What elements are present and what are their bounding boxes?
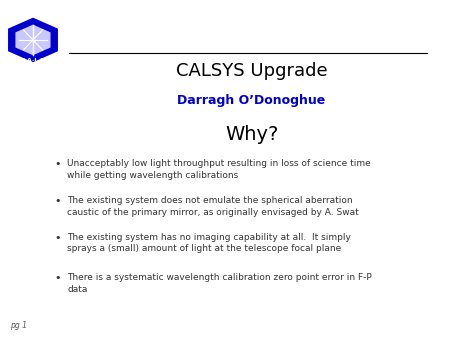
Polygon shape	[15, 24, 51, 56]
Text: •: •	[54, 233, 61, 243]
Text: Why?: Why?	[225, 125, 278, 144]
Text: •: •	[54, 159, 61, 169]
Text: •: •	[54, 273, 61, 283]
Polygon shape	[9, 19, 57, 61]
Text: Darragh O’Donoghue: Darragh O’Donoghue	[177, 94, 326, 106]
Text: S·A·L·T: S·A·L·T	[21, 58, 45, 63]
Text: pg 1: pg 1	[10, 321, 27, 330]
Text: Unacceptably low light throughput resulting in loss of science time
while gettin: Unacceptably low light throughput result…	[67, 159, 371, 180]
Text: There is a systematic wavelength calibration zero point error in F-P
data: There is a systematic wavelength calibra…	[67, 273, 372, 294]
Text: The existing system has no imaging capability at all.  It simply
sprays a (small: The existing system has no imaging capab…	[67, 233, 351, 254]
Text: The existing system does not emulate the spherical aberration
caustic of the pri: The existing system does not emulate the…	[67, 196, 359, 217]
Text: •: •	[54, 196, 61, 206]
Text: CALSYS Upgrade: CALSYS Upgrade	[176, 62, 328, 80]
